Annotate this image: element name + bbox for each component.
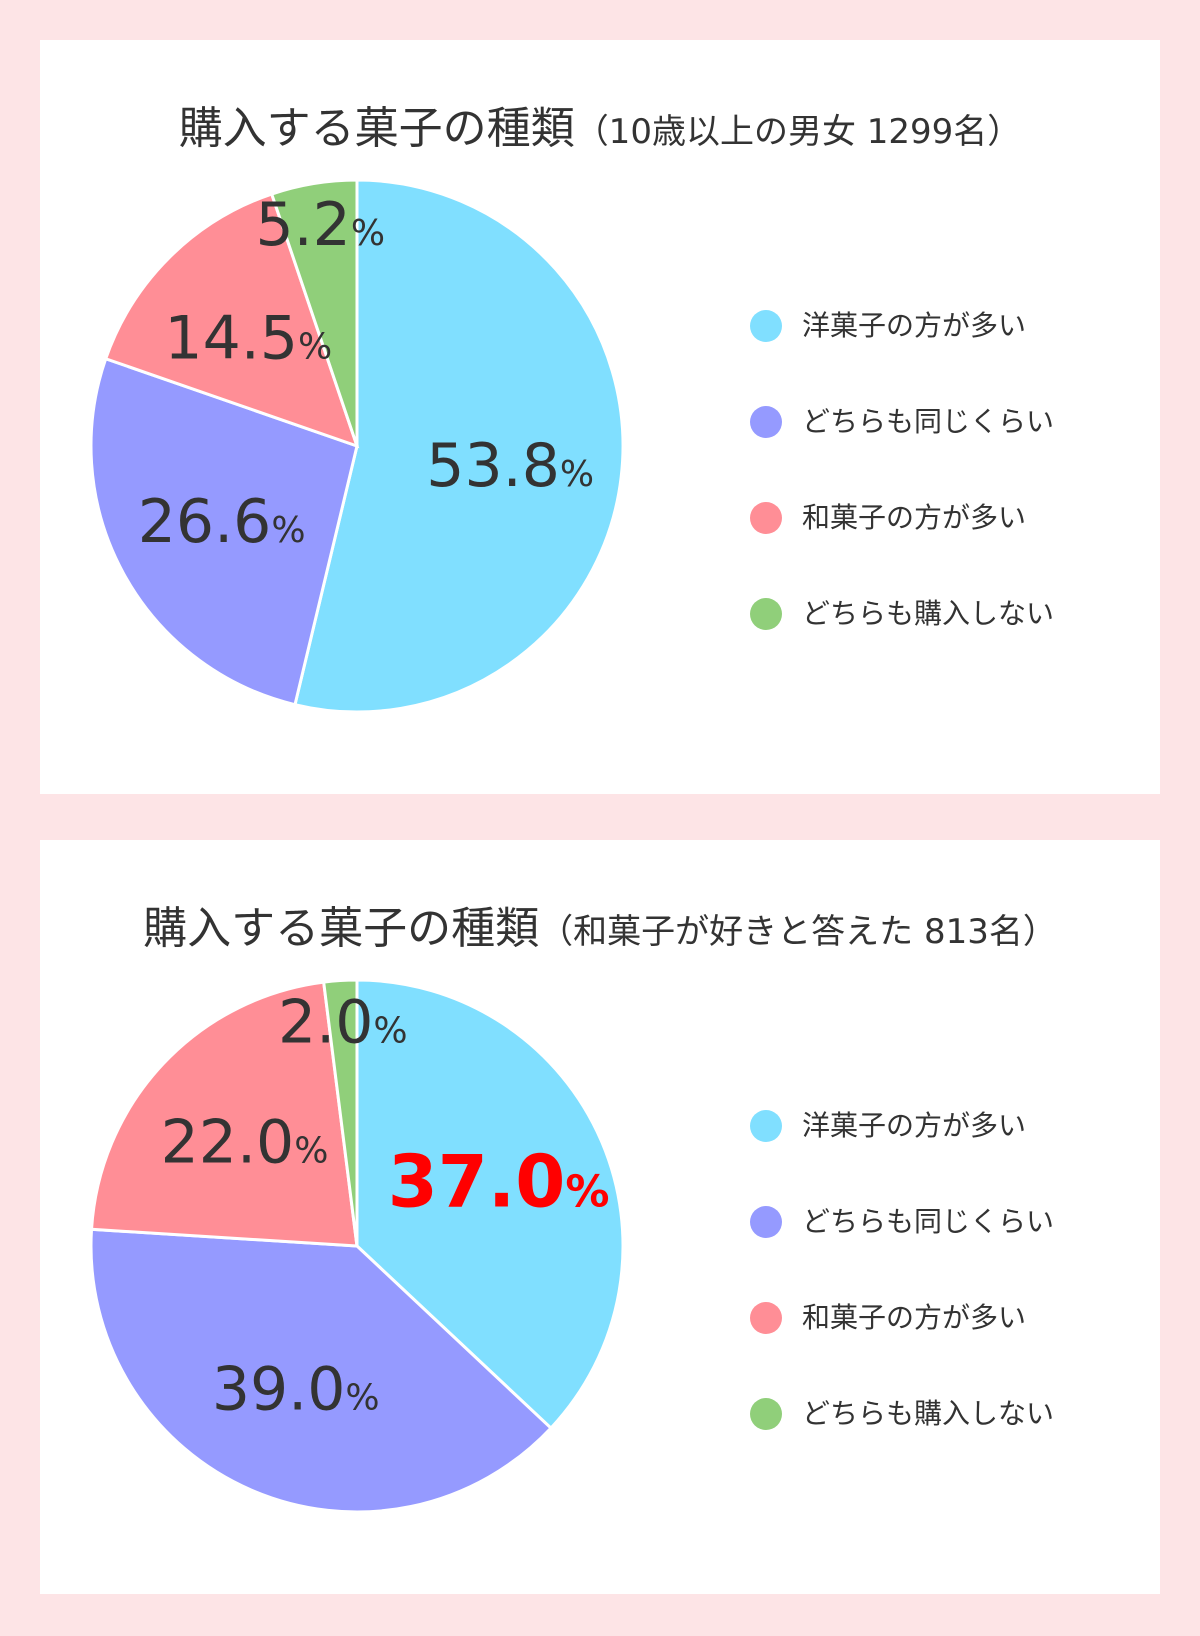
pie-slice <box>355 978 625 1431</box>
legend-item: 洋菓子の方が多い <box>750 310 1054 406</box>
legend-label: どちらも同じくらい <box>802 1205 1055 1238</box>
data-label: 37.0% <box>388 1140 610 1224</box>
legend-swatch <box>750 310 782 342</box>
pie-chart: 53.8% 26.6% 14.5% 5.2% <box>89 178 625 714</box>
chart-title-main: 購入する菓子の種類 <box>143 903 540 954</box>
legend-swatch <box>750 1398 782 1430</box>
legend-swatch <box>750 1110 782 1142</box>
chart-title: 購入する菓子の種類（10歳以上の男女 1299名） <box>40 92 1160 156</box>
legend-swatch <box>750 1302 782 1334</box>
pie-slice <box>89 980 359 1248</box>
pie-slice <box>293 178 625 714</box>
legend-item: どちらも購入しない <box>750 598 1054 694</box>
legend-item: どちらも同じくらい <box>750 1206 1054 1302</box>
legend-item: 洋菓子の方が多い <box>750 1110 1054 1206</box>
legend-label: どちらも購入しない <box>802 1397 1055 1430</box>
chart-legend: 洋菓子の方が多い どちらも同じくらい 和菓子の方が多い どちらも購入しない <box>750 1110 1054 1494</box>
legend-swatch <box>750 598 782 630</box>
legend-label: どちらも同じくらい <box>802 405 1055 438</box>
data-label: 2.0% <box>278 987 408 1057</box>
data-label: 53.8% <box>426 431 594 501</box>
pie-slice <box>269 178 359 447</box>
pie-slice <box>89 356 359 707</box>
legend-label: 和菓子の方が多い <box>802 1301 1027 1334</box>
data-label: 5.2% <box>255 190 385 260</box>
chart-title-main: 購入する菓子の種類 <box>178 103 575 154</box>
legend-swatch <box>750 406 782 438</box>
pie-slice <box>89 1227 554 1514</box>
legend-item: 和菓子の方が多い <box>750 1302 1054 1398</box>
data-label: 39.0% <box>212 1355 380 1425</box>
chart-title-sub: （和菓子が好きと答えた 813名） <box>539 912 1057 952</box>
chart-panel: 購入する菓子の種類（10歳以上の男女 1299名） 53.8% 26.6% 14.5… <box>40 40 1160 794</box>
legend-swatch <box>750 502 782 534</box>
legend-label: どちらも購入しない <box>802 597 1055 630</box>
legend-label: 和菓子の方が多い <box>802 501 1027 534</box>
chart-title: 購入する菓子の種類（和菓子が好きと答えた 813名） <box>40 892 1160 956</box>
data-label: 26.6% <box>138 487 306 557</box>
legend-item: どちらも同じくらい <box>750 406 1054 502</box>
pie-slice <box>103 192 360 449</box>
data-label: 14.5% <box>164 303 332 373</box>
chart-panel: 購入する菓子の種類（和菓子が好きと答えた 813名） 37.0% 39.0% 22.… <box>40 840 1160 1594</box>
legend-item: どちらも購入しない <box>750 1398 1054 1494</box>
pie-chart: 37.0% 39.0% 22.0% 2.0% <box>89 978 625 1514</box>
legend-item: 和菓子の方が多い <box>750 502 1054 598</box>
data-label: 22.0% <box>161 1107 329 1177</box>
legend-label: 洋菓子の方が多い <box>802 1109 1027 1142</box>
legend-swatch <box>750 1206 782 1238</box>
legend-label: 洋菓子の方が多い <box>802 309 1027 342</box>
chart-legend: 洋菓子の方が多い どちらも同じくらい 和菓子の方が多い どちらも購入しない <box>750 310 1054 694</box>
pie-slice <box>321 978 359 1247</box>
chart-title-sub: （10歳以上の男女 1299名） <box>574 112 1022 152</box>
